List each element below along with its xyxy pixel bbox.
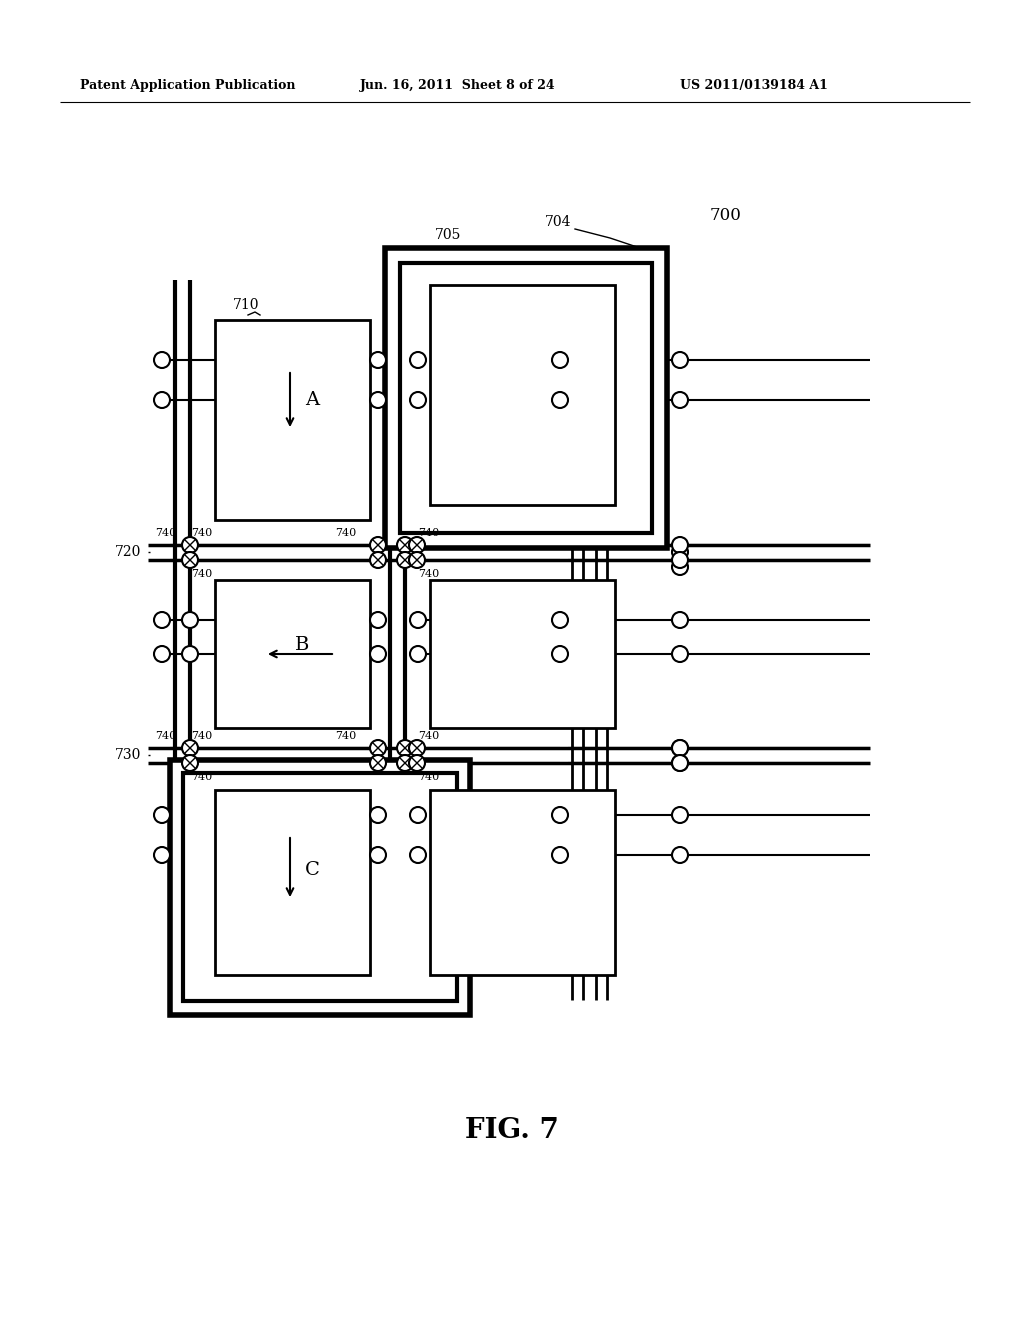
Bar xyxy=(215,579,370,729)
Circle shape xyxy=(370,352,386,368)
Text: 710: 710 xyxy=(233,298,259,312)
Bar xyxy=(430,285,615,506)
Circle shape xyxy=(154,847,170,863)
Text: 720: 720 xyxy=(115,545,141,558)
Circle shape xyxy=(154,392,170,408)
Bar xyxy=(430,789,615,975)
Circle shape xyxy=(552,847,568,863)
Bar xyxy=(215,319,370,520)
Text: FIG. 7: FIG. 7 xyxy=(465,1117,559,1143)
Circle shape xyxy=(182,741,198,756)
Circle shape xyxy=(397,741,413,756)
Circle shape xyxy=(370,755,386,771)
Text: 705: 705 xyxy=(435,228,462,242)
Circle shape xyxy=(672,552,688,568)
Bar xyxy=(430,579,615,729)
Text: Jun. 16, 2011  Sheet 8 of 24: Jun. 16, 2011 Sheet 8 of 24 xyxy=(360,78,556,91)
Text: 740: 740 xyxy=(191,731,212,741)
Text: 740: 740 xyxy=(191,528,212,539)
Circle shape xyxy=(370,552,386,568)
Circle shape xyxy=(154,645,170,663)
Circle shape xyxy=(370,847,386,863)
Text: A: A xyxy=(305,391,319,409)
Circle shape xyxy=(182,552,198,568)
Circle shape xyxy=(552,392,568,408)
Circle shape xyxy=(672,544,688,560)
Text: 740: 740 xyxy=(191,772,212,781)
Circle shape xyxy=(672,741,688,756)
Circle shape xyxy=(370,741,386,756)
Circle shape xyxy=(370,645,386,663)
Circle shape xyxy=(397,755,413,771)
Bar xyxy=(170,760,470,1015)
Bar xyxy=(400,263,652,533)
Circle shape xyxy=(672,807,688,822)
Circle shape xyxy=(410,847,426,863)
Circle shape xyxy=(154,612,170,628)
Circle shape xyxy=(410,807,426,822)
Circle shape xyxy=(409,741,425,756)
Circle shape xyxy=(397,537,413,553)
Text: 700: 700 xyxy=(710,206,741,223)
Bar xyxy=(215,789,370,975)
Text: 740: 740 xyxy=(418,772,439,781)
Circle shape xyxy=(409,537,425,553)
Circle shape xyxy=(410,352,426,368)
Circle shape xyxy=(552,352,568,368)
Circle shape xyxy=(672,352,688,368)
Circle shape xyxy=(552,612,568,628)
Circle shape xyxy=(182,645,198,663)
Circle shape xyxy=(672,755,688,771)
Text: 740: 740 xyxy=(191,569,212,579)
Circle shape xyxy=(410,612,426,628)
Circle shape xyxy=(672,847,688,863)
Text: C: C xyxy=(305,861,319,879)
Circle shape xyxy=(154,352,170,368)
Circle shape xyxy=(370,612,386,628)
Circle shape xyxy=(552,645,568,663)
Text: 740: 740 xyxy=(155,528,176,539)
Circle shape xyxy=(397,552,413,568)
Circle shape xyxy=(672,558,688,576)
Circle shape xyxy=(370,807,386,822)
Text: Patent Application Publication: Patent Application Publication xyxy=(80,78,296,91)
Text: 740: 740 xyxy=(418,731,439,741)
Circle shape xyxy=(672,741,688,756)
Circle shape xyxy=(370,392,386,408)
Text: 740: 740 xyxy=(418,528,439,539)
Circle shape xyxy=(370,537,386,553)
Circle shape xyxy=(409,552,425,568)
Text: 730: 730 xyxy=(115,748,141,762)
Text: 740: 740 xyxy=(335,528,356,539)
Text: 740: 740 xyxy=(155,731,176,741)
Circle shape xyxy=(672,612,688,628)
Text: 704: 704 xyxy=(545,215,571,228)
Circle shape xyxy=(410,392,426,408)
Circle shape xyxy=(409,755,425,771)
Circle shape xyxy=(154,807,170,822)
Text: US 2011/0139184 A1: US 2011/0139184 A1 xyxy=(680,78,827,91)
Text: 740: 740 xyxy=(418,569,439,579)
Circle shape xyxy=(410,645,426,663)
Circle shape xyxy=(182,612,198,628)
Circle shape xyxy=(552,807,568,822)
Circle shape xyxy=(672,645,688,663)
Circle shape xyxy=(672,392,688,408)
Bar xyxy=(183,774,457,1001)
Circle shape xyxy=(182,537,198,553)
Text: 740: 740 xyxy=(335,731,356,741)
Bar xyxy=(385,248,667,548)
Circle shape xyxy=(182,755,198,771)
Circle shape xyxy=(672,755,688,771)
Circle shape xyxy=(672,537,688,553)
Text: B: B xyxy=(295,636,309,653)
